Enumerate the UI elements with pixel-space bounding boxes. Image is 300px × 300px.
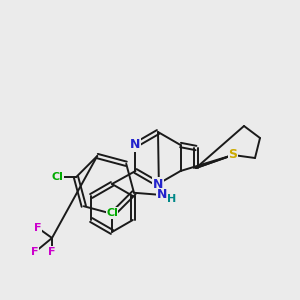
Text: S: S	[229, 148, 238, 161]
Text: N: N	[157, 188, 167, 202]
Text: F: F	[48, 247, 56, 257]
Text: Cl: Cl	[106, 208, 118, 218]
Text: N: N	[153, 178, 163, 190]
Text: F: F	[34, 223, 42, 233]
Text: N: N	[130, 139, 141, 152]
Text: Cl: Cl	[51, 172, 63, 182]
Text: F: F	[31, 247, 39, 257]
Text: H: H	[167, 194, 177, 204]
